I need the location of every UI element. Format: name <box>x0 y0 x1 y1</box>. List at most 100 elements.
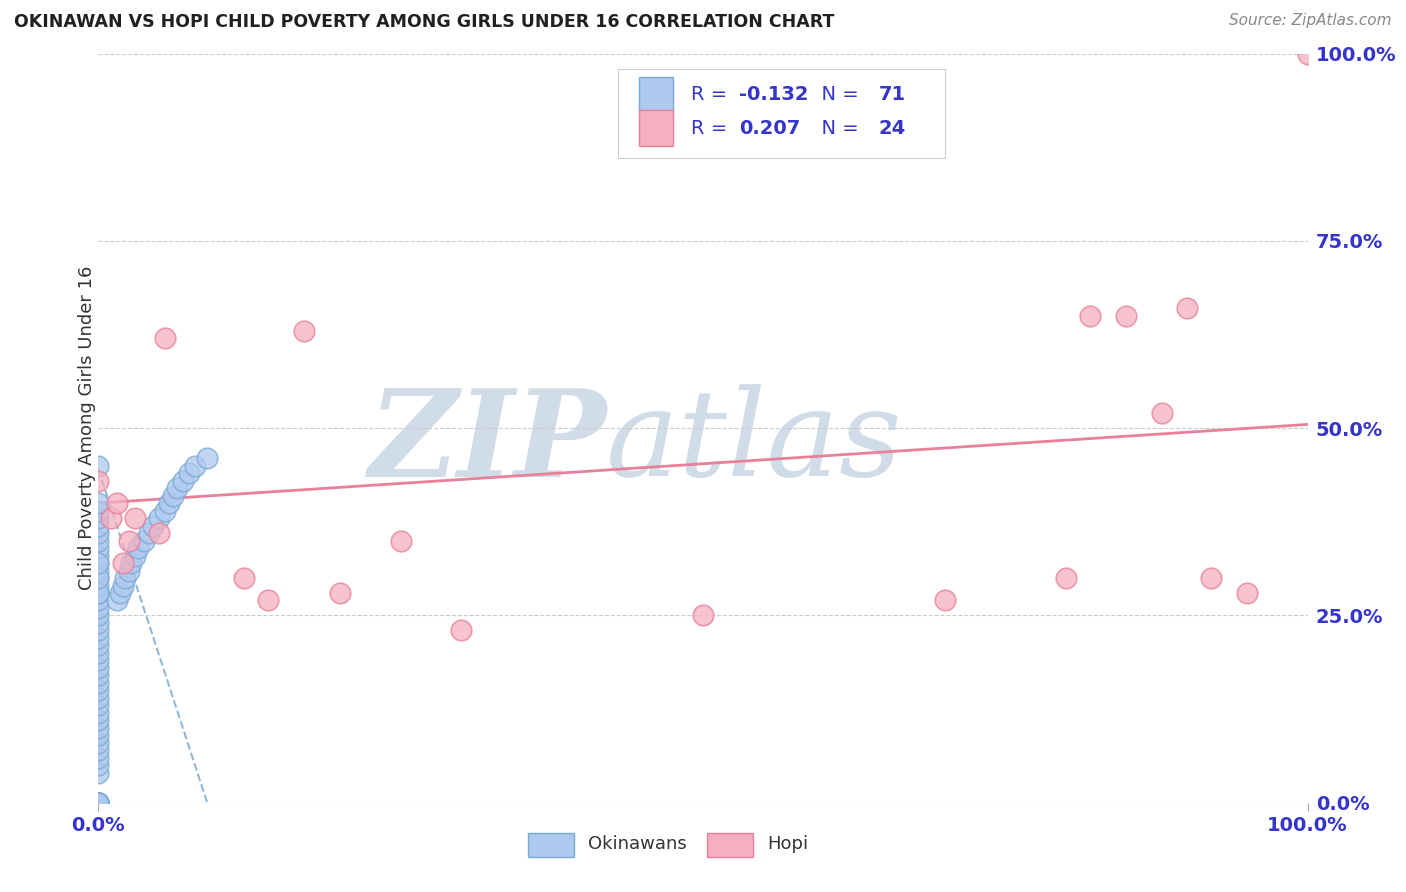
Point <box>87 593 110 607</box>
Point <box>87 661 110 675</box>
Text: ZIP: ZIP <box>368 384 606 502</box>
Point <box>87 743 110 757</box>
Point <box>87 796 110 810</box>
Point <box>87 526 110 541</box>
Point <box>87 564 110 578</box>
Point <box>142 518 165 533</box>
Point <box>87 796 110 810</box>
Point <box>87 601 110 615</box>
Point <box>87 549 110 563</box>
Point <box>389 533 412 548</box>
Point <box>118 564 141 578</box>
Point <box>87 796 110 810</box>
Point <box>179 466 201 480</box>
Text: R =: R = <box>690 86 734 104</box>
Point <box>148 526 170 541</box>
Point <box>87 796 110 810</box>
Point <box>87 751 110 765</box>
Point <box>87 796 110 810</box>
FancyBboxPatch shape <box>619 69 945 159</box>
Point <box>87 571 110 585</box>
FancyBboxPatch shape <box>527 833 574 856</box>
Point <box>87 676 110 690</box>
Point <box>157 496 180 510</box>
Point <box>105 593 128 607</box>
Point <box>87 758 110 772</box>
Point <box>87 736 110 750</box>
Point <box>1152 406 1174 420</box>
Point <box>87 706 110 720</box>
Point <box>87 653 110 667</box>
Text: Okinawans: Okinawans <box>588 835 688 853</box>
Point <box>1078 309 1101 323</box>
Point <box>124 549 146 563</box>
Point <box>153 503 176 517</box>
Point <box>87 690 110 705</box>
Point <box>87 721 110 735</box>
Text: N =: N = <box>810 119 866 138</box>
Point <box>450 624 472 638</box>
Point <box>87 608 110 623</box>
Point <box>87 511 110 525</box>
Point <box>87 556 110 570</box>
Point <box>87 728 110 742</box>
FancyBboxPatch shape <box>638 77 673 112</box>
Point <box>87 698 110 713</box>
Text: Source: ZipAtlas.com: Source: ZipAtlas.com <box>1229 13 1392 29</box>
Point <box>1054 571 1077 585</box>
Point <box>162 489 184 503</box>
Point <box>87 668 110 682</box>
Point <box>87 765 110 780</box>
Point <box>127 541 149 555</box>
Point <box>184 458 207 473</box>
Point <box>1199 571 1222 585</box>
Point <box>329 586 352 600</box>
Point <box>87 796 110 810</box>
Point <box>87 496 110 510</box>
Point <box>87 541 110 555</box>
Point <box>108 586 131 600</box>
Point <box>105 496 128 510</box>
Point <box>87 458 110 473</box>
Text: -0.132: -0.132 <box>740 86 808 104</box>
Point <box>87 571 110 585</box>
Text: 24: 24 <box>879 119 905 138</box>
Point <box>1175 301 1198 316</box>
Point <box>114 571 136 585</box>
Point <box>138 526 160 541</box>
Point <box>87 586 110 600</box>
Point <box>134 533 156 548</box>
Text: 71: 71 <box>879 86 905 104</box>
Point <box>934 593 956 607</box>
Point <box>87 796 110 810</box>
Point <box>148 511 170 525</box>
Point <box>87 796 110 810</box>
Point <box>692 608 714 623</box>
Point <box>1115 309 1137 323</box>
Point <box>232 571 254 585</box>
Point <box>166 481 188 495</box>
Point <box>292 324 315 338</box>
Point <box>256 593 278 607</box>
Point <box>87 533 110 548</box>
Point <box>87 714 110 728</box>
Point <box>1296 46 1319 61</box>
Text: OKINAWAN VS HOPI CHILD POVERTY AMONG GIRLS UNDER 16 CORRELATION CHART: OKINAWAN VS HOPI CHILD POVERTY AMONG GIR… <box>14 13 834 31</box>
Point <box>87 796 110 810</box>
Point <box>87 578 110 592</box>
Point <box>87 556 110 570</box>
Point <box>172 474 194 488</box>
Point <box>87 683 110 698</box>
Point <box>87 503 110 517</box>
Point <box>87 474 110 488</box>
Point <box>87 518 110 533</box>
Y-axis label: Child Poverty Among Girls Under 16: Child Poverty Among Girls Under 16 <box>79 266 96 591</box>
Point <box>87 646 110 660</box>
Text: N =: N = <box>810 86 866 104</box>
Point <box>124 511 146 525</box>
Point <box>120 556 142 570</box>
Point <box>87 796 110 810</box>
Point <box>87 631 110 645</box>
Point <box>87 586 110 600</box>
FancyBboxPatch shape <box>707 833 752 856</box>
